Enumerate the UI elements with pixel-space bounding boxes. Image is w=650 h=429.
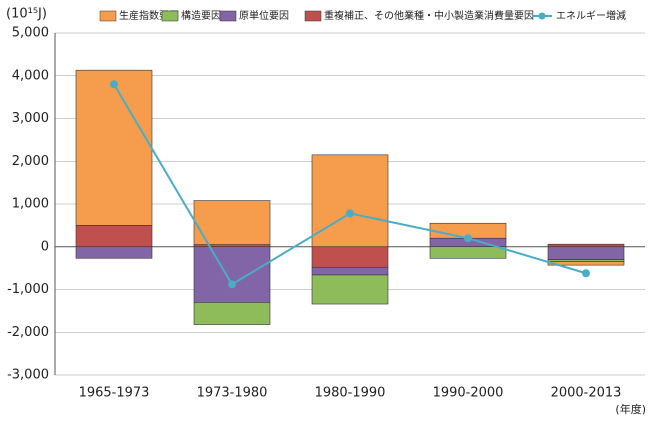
- bar-segment: [547, 243, 625, 248]
- y-axis-label: (10¹⁵J): [6, 7, 47, 22]
- legend-label: エネルギー増減: [556, 9, 626, 22]
- x-tick-label: 1980-1990: [315, 386, 386, 401]
- bar-segment: [75, 246, 153, 259]
- y-tick-label: 5,000: [12, 26, 49, 41]
- bar-segment: [75, 69, 153, 226]
- legend-label: 重複補正、その他業種・中小製造業消費量要因: [324, 9, 534, 22]
- x-tick-label: 1973-1980: [197, 386, 268, 401]
- bar-segment: [193, 200, 271, 245]
- x-tick-label: 1990-2000: [433, 386, 504, 401]
- legend-swatch: [538, 12, 546, 20]
- legend-swatch: [304, 10, 322, 22]
- bar-segment: [75, 225, 153, 248]
- line-point: [228, 280, 236, 289]
- y-tick-label: 0: [41, 239, 49, 254]
- legend-swatch: [161, 10, 179, 22]
- y-tick-label: 2,000: [12, 154, 49, 169]
- y-tick-label: 4,000: [12, 68, 49, 83]
- bar-segment: [547, 261, 625, 266]
- line-point: [110, 80, 118, 89]
- legend-label: 原単位要因: [239, 9, 289, 22]
- legend-swatch: [99, 10, 117, 22]
- bar-segment: [193, 244, 271, 248]
- bar-segment: [547, 246, 625, 260]
- bar-segment: [311, 246, 389, 268]
- legend-label: 構造要因: [181, 9, 221, 22]
- bar-segment: [193, 246, 271, 303]
- bar-segment: [311, 154, 389, 248]
- y-tick-label: -2,000: [7, 325, 49, 340]
- x-tick-label: 2000-2013: [551, 386, 622, 401]
- line-point: [464, 234, 472, 243]
- y-tick-label: -1,000: [7, 282, 49, 297]
- bar-segment: [547, 259, 625, 263]
- legend-swatch: [219, 10, 237, 22]
- line-point: [346, 209, 354, 218]
- x-axis-label: (年度): [615, 402, 646, 416]
- y-tick-label: 3,000: [12, 111, 49, 126]
- bar-segment: [311, 266, 389, 276]
- y-tick-label: -3,000: [7, 368, 49, 383]
- line-point: [582, 269, 590, 278]
- bar-segment: [429, 246, 507, 259]
- bar-segment: [193, 302, 271, 325]
- y-tick-label: 1,000: [12, 197, 49, 212]
- x-tick-label: 1965-1973: [79, 386, 150, 401]
- bar-segment: [311, 274, 389, 305]
